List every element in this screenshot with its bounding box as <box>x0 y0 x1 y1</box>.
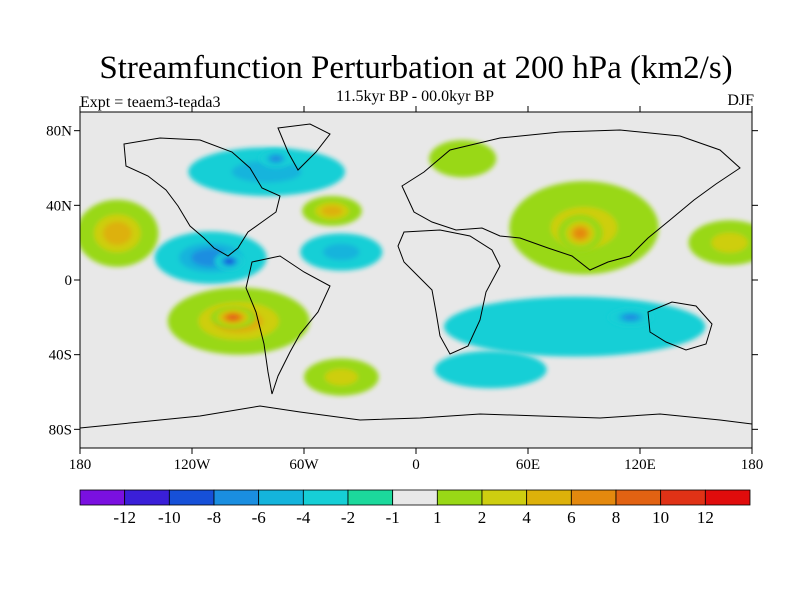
y-tick-label: 80S <box>49 422 72 438</box>
anomaly-region <box>259 149 293 169</box>
x-tick-label: 60W <box>289 457 319 473</box>
contour-level <box>225 258 234 265</box>
colorbar-swatch <box>347 489 394 506</box>
colorbar-swatch <box>704 489 751 506</box>
anomaly-region <box>300 233 383 271</box>
coastline-antarctica <box>80 405 752 429</box>
contour-level <box>441 147 484 171</box>
colorbar-swatch <box>79 489 126 506</box>
x-tick-label: 120E <box>624 457 656 473</box>
colorbar-swatch <box>481 489 528 506</box>
colorbar-label: -8 <box>207 508 221 527</box>
anomaly-region <box>608 308 654 327</box>
contour-level <box>622 314 639 321</box>
colorbar-label: -6 <box>252 508 266 527</box>
colorbar-label: -12 <box>113 508 136 527</box>
colorbar-label: 1 <box>433 508 442 527</box>
map-background <box>80 112 752 448</box>
contour-level <box>227 314 239 321</box>
colorbar-swatch <box>168 489 215 506</box>
y-tick-label: 40S <box>49 348 72 364</box>
anomaly-region <box>210 306 256 329</box>
colorbar-label: 8 <box>612 508 621 527</box>
coastlines <box>80 123 752 429</box>
anomaly-region <box>557 214 603 252</box>
coastline-africa <box>397 229 501 355</box>
anomaly-region <box>688 220 752 266</box>
contour-field <box>80 140 752 396</box>
colorbar-label: -10 <box>158 508 181 527</box>
colorbar-label: 6 <box>567 508 576 527</box>
experiment-label: Expt = teaem3-teada3 <box>80 94 221 111</box>
colorbar-swatch <box>213 489 260 506</box>
contour-level <box>456 358 526 382</box>
colorbar-swatch <box>124 489 170 506</box>
colorbar: -12 -10 -8 -6 -4 -2 -1 1 2 4 6 8 10 12 <box>79 489 751 527</box>
x-tick-label: 180 <box>69 457 92 473</box>
y-tick-label: 40N <box>46 198 72 214</box>
contour-level <box>323 243 360 261</box>
colorbar-swatch <box>615 489 662 506</box>
colorbar-swatch <box>570 489 617 506</box>
anomaly-region <box>434 350 547 389</box>
contour-level <box>103 221 132 246</box>
axes: 180 120W 60W 0 60E 120E 180 80N 40N 0 40S 80S <box>46 106 763 473</box>
anomaly-region <box>214 252 245 271</box>
colorbar-swatch <box>436 489 483 506</box>
coastline-south-america <box>245 255 331 395</box>
colorbar-swatch <box>302 489 349 506</box>
contour-level <box>270 155 282 162</box>
colorbar-swatch <box>660 489 706 506</box>
colorbar-label: 10 <box>652 508 669 527</box>
y-tick-label: 80N <box>46 124 72 140</box>
contour-level <box>573 228 587 239</box>
chart-subtitle: 11.5kyr BP - 00.0kyr BP <box>336 88 494 105</box>
anomaly-region <box>154 231 267 284</box>
colorbar-label: -1 <box>386 508 400 527</box>
y-tick-label: 0 <box>65 273 73 289</box>
chart-title: Streamfunction Perturbation at 200 hPa (… <box>99 50 733 86</box>
x-tick-label: 120W <box>174 457 212 473</box>
season-label: DJF <box>727 92 754 109</box>
colorbar-swatch <box>526 489 572 506</box>
contour-level <box>711 232 748 253</box>
anomaly-region <box>304 358 379 396</box>
anomaly-region <box>429 140 497 178</box>
coastline-eurasia <box>401 129 741 271</box>
anomaly-region <box>80 199 159 267</box>
anomaly-region <box>302 196 362 226</box>
colorbar-swatch <box>392 489 438 506</box>
anomaly-region <box>188 147 346 196</box>
x-tick-label: 180 <box>741 457 764 473</box>
contour-level <box>324 368 358 386</box>
colorbar-label: 4 <box>522 508 531 527</box>
coastline-greenland <box>277 123 331 171</box>
colorbar-label: -2 <box>341 508 355 527</box>
colorbar-label: 12 <box>697 508 714 527</box>
coastline-australia <box>647 301 713 351</box>
colorbar-swatch <box>258 489 304 506</box>
colorbar-label: -4 <box>296 508 311 527</box>
x-tick-label: 60E <box>516 457 540 473</box>
colorbar-label: 2 <box>478 508 487 527</box>
coastline-north-america <box>123 137 281 257</box>
x-tick-label: 0 <box>412 457 420 473</box>
contour-level <box>321 205 343 217</box>
